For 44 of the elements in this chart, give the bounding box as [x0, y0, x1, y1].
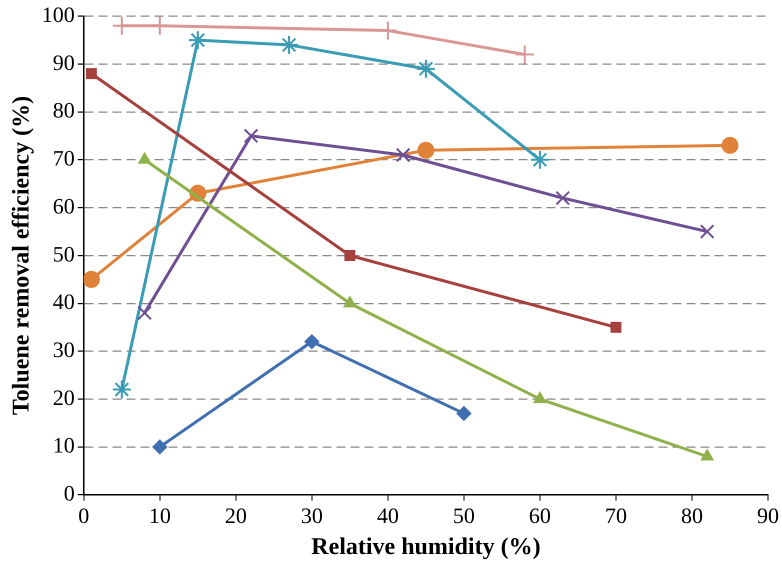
point: [417, 142, 434, 159]
point: [152, 439, 168, 454]
x-tick-label: 40: [376, 502, 399, 528]
point: [416, 58, 436, 79]
point: [514, 44, 535, 64]
y-tick-label: 40: [52, 289, 75, 314]
point: [304, 334, 320, 350]
y-tick-label: 30: [52, 337, 75, 362]
point: [86, 68, 97, 80]
point: [84, 270, 100, 288]
y-tick-label: 0: [64, 480, 75, 506]
y-tick-label: 70: [52, 146, 75, 171]
y-tick-label: 50: [52, 241, 75, 266]
x-tick-label: 80: [680, 502, 703, 528]
point: [700, 224, 715, 239]
point: [721, 136, 738, 154]
y-tick-label: 20: [52, 384, 75, 410]
point: [700, 449, 714, 461]
x-tick-label: 30: [300, 502, 323, 528]
x-axis-title: Relative humidity (%): [311, 534, 541, 560]
y-tick-label: 90: [52, 50, 75, 75]
x-tick-label: 50: [452, 502, 475, 528]
y-tick-label: 80: [52, 98, 75, 123]
y-tick-label: 100: [42, 2, 75, 27]
point: [344, 250, 356, 261]
x-tick-label: 70: [604, 502, 627, 528]
point: [530, 150, 550, 170]
x-tick-label: 90: [757, 502, 779, 528]
x-tick-label: 20: [224, 502, 247, 528]
point: [244, 128, 258, 144]
point: [555, 190, 570, 206]
point: [456, 406, 472, 421]
point: [279, 34, 300, 55]
y-tick-label: 10: [52, 432, 75, 458]
point: [396, 148, 410, 162]
x-tick-label: 10: [148, 502, 171, 528]
y-tick-label: 60: [52, 193, 75, 218]
y-axis-title: Toluene removal efficiency (%): [8, 96, 35, 416]
point: [533, 392, 546, 404]
point: [137, 306, 152, 320]
x-tick-label: 60: [528, 502, 551, 528]
point: [188, 30, 208, 50]
point: [610, 322, 622, 333]
point: [112, 380, 132, 400]
